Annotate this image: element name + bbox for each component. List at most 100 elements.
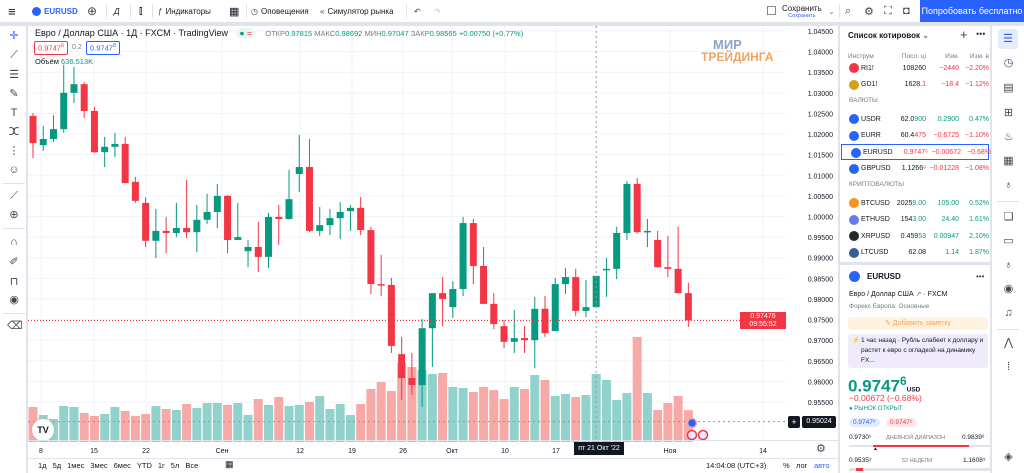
ruler-icon[interactable]: ⟋ [10,190,18,202]
chart-settings-icon[interactable]: ⚙ [816,443,826,455]
emoji-icon[interactable]: ☺ [8,164,20,176]
market-status-toggle[interactable]: ● = [236,28,255,38]
symbol-search-button[interactable]: EURUSD [32,0,78,22]
calendar-icon[interactable]: ▦ [1003,155,1014,167]
range-button-1д[interactable]: 1д [38,461,47,470]
search-icon[interactable]: ⌕ [845,4,852,17]
chats-icon[interactable]: ❏ [1003,211,1014,223]
messages-icon[interactable]: ▭ [1003,235,1014,247]
redo-icon[interactable]: ↷ [434,6,441,16]
idea-stream-icon[interactable]: ♁ [1004,259,1013,271]
news-headline[interactable]: ⚡ 1 час назад · Рубль слабеет к доллару … [848,334,988,368]
percent-toggle[interactable]: % [783,461,790,470]
hotlists-fire-icon[interactable]: ♨ [1003,131,1014,143]
tradingview-logo-icon[interactable]: TV [32,419,54,441]
save-button[interactable]: Сохранить Сохранить [782,0,822,22]
streams-icon[interactable]: ◉ [1003,283,1014,295]
log-toggle[interactable]: лог [796,461,808,470]
ask-pill[interactable]: 0.9747⁸ [886,418,917,427]
range-button-3мес[interactable]: 3мес [90,461,108,470]
details-name[interactable]: Евро / Доллар США [849,291,914,298]
time-axis[interactable] [28,440,838,458]
watchlist-row[interactable]: USDR 62.0900 0.2900 0.47% [840,111,990,127]
watchlist-section-header[interactable]: ВАЛЮТЫ [849,97,878,104]
notifications-bell-icon[interactable]: ♫ [1004,307,1013,319]
column-last[interactable]: Посл. цi [901,52,926,60]
range-button-1г[interactable]: 1г [157,461,165,470]
add-alert-plus-icon[interactable]: + [788,416,800,428]
lock-drawing-icon[interactable]: ✐ [9,256,19,268]
add-note-button[interactable]: ✎ Добавить заметку [848,317,988,330]
fullscreen-icon[interactable]: ⛶ [884,4,892,17]
magnet-icon[interactable]: ∩ [10,236,18,248]
range-button-YTD[interactable]: YTD [136,461,152,470]
candlestick-chart[interactable]: 1.04500 1.04000 1.03500 1.03000 1.02500 1.020… [28,26,838,458]
sell-button[interactable]: 0.97476 [34,41,68,55]
watchlist-row[interactable]: GBPUSD 1.1266⁶ −0.01228 −1.08% [840,161,990,177]
news-icon[interactable]: ▤ [1003,82,1014,94]
details-more-icon[interactable]: ••• [976,272,985,281]
buy-button[interactable]: 0.97478 [86,41,120,55]
candle-body [674,268,682,294]
eye-icon[interactable]: ◉ [9,294,19,306]
watchlist-row[interactable]: BTCUSD 20259.00 105.00 0.52% [840,195,990,211]
symbol-title[interactable]: Евро / Доллар США · 1Д · FXCM · TradingV… [35,28,229,38]
crosshair-icon[interactable]: ✛ [9,30,19,42]
add-symbol-icon[interactable]: + [960,27,968,42]
watchlist-row[interactable]: RI1! 108260 −2440 −2.20% [840,60,990,76]
add-list-icon[interactable]: ⊞ [1003,107,1014,119]
alerts-button[interactable]: ◷ Оповещения [251,0,309,22]
range-button-1мес[interactable]: 1мес [67,461,85,470]
market-simulator-button[interactable]: «Симулятор рынка [320,0,394,22]
layouts-grid-icon[interactable]: ▦ [229,5,240,18]
indicators-button[interactable]: ƒ Индикаторы [158,0,211,22]
fib-retracement-icon[interactable]: ☰ [9,69,19,81]
prediction-icon[interactable]: ⋮ [8,145,20,157]
watchlist-row[interactable]: XRPUSD 0.45953 0.00947 2.10% [840,228,990,244]
watchlist-row[interactable]: LTCUSD 62.08 1.14 1.87% [840,245,990,261]
watchlist-row[interactable]: GD1! 1628.1 −18.4 −1.12% [840,77,990,93]
interval-button[interactable]: Д [114,6,120,16]
watchlist-section-header[interactable]: КРИПТОВАЛЮТЫ [849,181,904,188]
watchlist-row[interactable]: ETHUSD 1543.00 24.40 1.61% [840,212,990,228]
chart-area[interactable]: 1.04500 1.04000 1.03500 1.03000 1.02500 1.020… [28,26,838,458]
brush-icon[interactable]: ✎ [9,88,19,100]
try-free-button[interactable]: Попробовать бесплатно [920,0,1024,22]
column-symbol[interactable]: Инструм [848,52,874,60]
column-change[interactable]: Изм. [945,52,959,60]
trend-line-icon[interactable]: ⟋ [10,49,18,61]
column-change-pct[interactable]: Изм. в [969,52,989,60]
auto-toggle[interactable]: авто [814,461,830,470]
bid-pill[interactable]: 0.9747⁶ [849,418,880,427]
unlock-icon[interactable]: ⊓ [9,276,19,288]
menu-icon[interactable]: ≡ [8,3,16,19]
more-options-icon[interactable]: ••• [976,29,986,39]
pattern-icon[interactable]: ⵋ [8,126,20,138]
watchlist-title[interactable]: Список котировок ⌄ [848,31,929,40]
compare-add-icon[interactable]: ⊕ [87,4,98,18]
text-tool-icon[interactable]: T [10,107,18,119]
range-button-5л[interactable]: 5л [170,461,180,470]
trash-icon[interactable]: ⌫ [7,320,23,332]
trend-icon[interactable]: ⋀ [1003,337,1014,349]
zoom-in-icon[interactable]: ⊕ [9,209,19,221]
gear-icon[interactable]: ⚙ [864,5,874,18]
clock[interactable]: 14:04:08 (UTC+3) [706,461,767,470]
camera-icon[interactable]: ◘ [903,5,910,17]
range-button-5д[interactable]: 5д [52,461,62,470]
date-range-calendar-icon[interactable]: ▦ [225,459,234,469]
layers-icon[interactable]: ◈ [1004,451,1013,463]
undo-icon[interactable]: ↶ [414,6,421,16]
watchlist-row[interactable]: EURR 60.4475 −0.6725 −1.10% [840,128,990,144]
details-price-main: 0.9747 [848,376,900,396]
alarm-clock-icon[interactable]: ◷ [1003,57,1014,69]
ideas-lightbulb-icon[interactable]: ♁ [1004,179,1013,191]
range-button-Все[interactable]: Все [185,461,199,470]
range-button-6мес[interactable]: 6мес [113,461,131,470]
watchlist-row[interactable]: EURUSD 0.9747⁶ −0.00672 −0.68% [841,144,991,160]
candles-chart-type-icon[interactable]: ⫾ [139,4,143,17]
data-window-icon[interactable]: ⁞ [1006,361,1011,373]
chevron-down-icon[interactable]: ⌄ [828,6,835,16]
layout-square-icon[interactable]: ☐ [766,4,777,18]
watchlist-icon[interactable]: ☰ [998,29,1018,49]
